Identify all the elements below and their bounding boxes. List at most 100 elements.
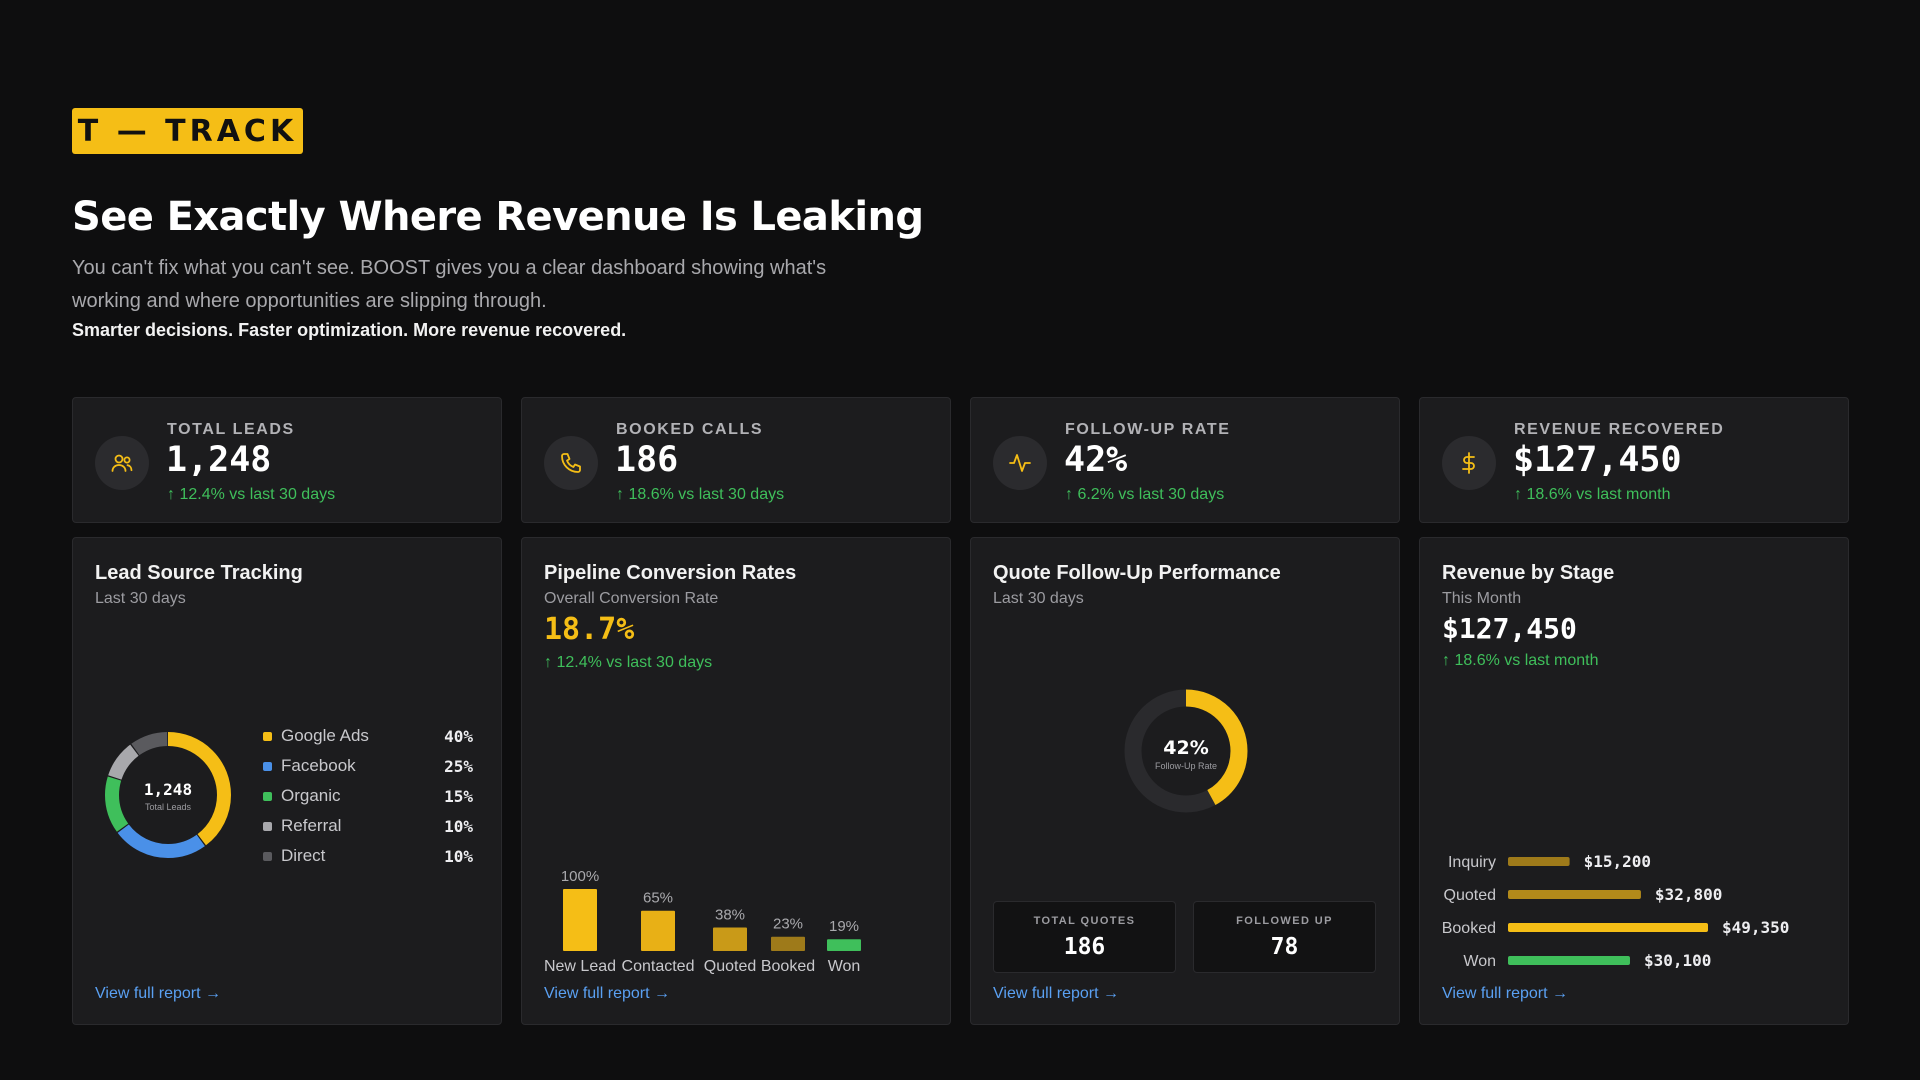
bar-quoted [713, 927, 747, 951]
quote-followup-panel: Quote Follow-Up Performance Last 30 days… [970, 537, 1400, 1025]
conversion-delta: ↑ 12.4% vs last 30 days [544, 654, 713, 671]
kpi-delta: ↑ 6.2% vs last 30 days [1065, 486, 1225, 503]
legend-swatch [263, 731, 272, 741]
donut-segment-google-ads [105, 732, 231, 858]
donut-center-value: 1,248 [144, 780, 192, 799]
legend-pct: 10% [444, 846, 473, 866]
legend-swatch [263, 791, 272, 801]
bar-category-label: New Lead [544, 958, 616, 975]
legend-pct: 40% [444, 726, 473, 746]
legend-item: Organic 15% [263, 786, 473, 806]
followed-up-box: FOLLOWED UP 78 [1193, 901, 1376, 973]
kpi-delta: ↑ 18.6% vs last 30 days [616, 486, 785, 503]
legend-item: Referral 10% [263, 816, 473, 836]
kpi-label: REVENUE RECOVERED [1514, 421, 1725, 438]
kpi-delta: ↑ 18.6% vs last month [1514, 486, 1671, 503]
panel-title: Lead Source Tracking [95, 562, 303, 584]
bar-booked [1508, 923, 1708, 932]
kpi-label: FOLLOW-UP RATE [1065, 421, 1231, 438]
stage-label: Booked [1442, 920, 1496, 937]
legend-swatch [263, 761, 272, 771]
overall-conversion-value: 18.7% [544, 612, 635, 647]
panel-title: Revenue by Stage [1442, 562, 1615, 584]
bar-category-label: Quoted [704, 958, 756, 975]
legend-label: Organic [281, 786, 341, 805]
donut-segment-organic [105, 732, 231, 858]
kpi-label: BOOKED CALLS [616, 421, 764, 438]
view-full-report-link[interactable]: View full report → [544, 985, 670, 1002]
panel-title: Quote Follow-Up Performance [993, 562, 1281, 584]
bar-value-label: 23% [773, 916, 803, 933]
kpi-card-total-leads: TOTAL LEADS 1,248 ↑ 12.4% vs last 30 day… [72, 397, 502, 523]
bar-won [1508, 956, 1630, 965]
kpi-value: 42% [1064, 440, 1128, 480]
legend-swatch [263, 851, 272, 861]
bar-category-label: Booked [761, 958, 815, 975]
legend-item: Facebook 25% [263, 756, 473, 776]
lead-source-panel: Lead Source Tracking Last 30 days 1,248 … [72, 537, 502, 1025]
legend-label: Facebook [281, 756, 356, 775]
stage-label: Won [1463, 953, 1496, 970]
stat-value: 186 [1063, 934, 1106, 960]
stage-label: Inquiry [1448, 854, 1496, 871]
kpi-card-booked-calls: BOOKED CALLS 186 ↑ 18.6% vs last 30 days [521, 397, 951, 523]
kpi-card-revenue-recovered: REVENUE RECOVERED $127,450 ↑ 18.6% vs la… [1419, 397, 1849, 523]
legend-label: Referral [281, 816, 342, 835]
panel-title: Pipeline Conversion Rates [544, 562, 797, 584]
legend-pct: 15% [444, 786, 473, 806]
kpi-label: TOTAL LEADS [167, 421, 295, 438]
bar-contacted [641, 910, 675, 951]
stage-label: Quoted [1444, 887, 1496, 904]
bar-value-label: 65% [643, 890, 673, 907]
stage-value: $32,800 [1655, 885, 1722, 904]
bar-value-label: 38% [715, 906, 745, 923]
panel-subtitle: Last 30 days [95, 590, 186, 607]
view-full-report-link[interactable]: View full report → [95, 985, 221, 1002]
pipeline-bar-chart: 100% New Lead 65% Contacted 38% Quoted 23% Book… [544, 868, 861, 975]
stage-value: $30,100 [1644, 951, 1711, 970]
legend-label: Direct [281, 846, 326, 865]
kpi-value: $127,450 [1513, 440, 1682, 480]
stage-value: $49,350 [1722, 918, 1789, 937]
revenue-delta: ↑ 18.6% vs last month [1442, 652, 1599, 669]
revenue-stage-bar-chart: Inquiry $15,200 Quoted $32,800 Booked $49,350… [1442, 852, 1790, 970]
legend-item: Direct 10% [263, 846, 473, 866]
stat-label: TOTAL QUOTES [1033, 915, 1136, 927]
panel-subtitle: Last 30 days [993, 590, 1084, 607]
pipeline-conversion-panel: Pipeline Conversion Rates Overall Conver… [521, 537, 951, 1025]
kpi-value: 1,248 [166, 440, 272, 480]
dollar-icon [1442, 436, 1496, 490]
bar-booked [771, 936, 805, 951]
panel-subtitle: Overall Conversion Rate [544, 590, 719, 607]
users-icon [95, 436, 149, 490]
bar-new-lead [563, 889, 597, 951]
legend-pct: 25% [444, 756, 473, 776]
follow-up-gauge: 42% Follow-Up Rate [1124, 689, 1248, 813]
hero-tagline: Smarter decisions. Faster optimization. … [72, 320, 627, 340]
stage-value: $15,200 [1584, 852, 1651, 871]
hero-subtext: You can't fix what you can't see. BOOST … [72, 257, 827, 312]
revenue-by-stage-panel: Revenue by Stage This Month $127,450 ↑ 1… [1419, 537, 1849, 1025]
total-quotes-box: TOTAL QUOTES 186 [993, 901, 1176, 973]
stat-value: 78 [1270, 934, 1299, 960]
kpi-delta: ↑ 12.4% vs last 30 days [167, 486, 336, 503]
bar-value-label: 19% [829, 918, 859, 935]
bar-category-label: Won [828, 958, 861, 975]
bar-quoted [1508, 890, 1641, 899]
lead-source-donut-chart: 1,248 Total Leads [105, 732, 231, 858]
gauge-fill [1124, 689, 1248, 813]
view-full-report-link[interactable]: View full report → [1442, 985, 1568, 1002]
kpi-value: 186 [615, 440, 679, 480]
bar-category-label: Contacted [622, 958, 695, 975]
view-full-report-link[interactable]: View full report → [993, 985, 1119, 1002]
kpi-card-follow-up-rate: FOLLOW-UP RATE 42% ↑ 6.2% vs last 30 day… [970, 397, 1400, 523]
bar-won [827, 939, 861, 951]
gauge-value: 42% [1163, 737, 1208, 759]
donut-center-label: Total Leads [145, 802, 192, 812]
donut-segment-facebook [105, 732, 231, 858]
legend-swatch [263, 821, 272, 831]
page-headline: See Exactly Where Revenue Is Leaking [72, 194, 924, 240]
panel-subtitle: This Month [1442, 590, 1522, 607]
activity-icon [993, 436, 1047, 490]
brand-logo[interactable]: T — TRACK [72, 108, 303, 154]
